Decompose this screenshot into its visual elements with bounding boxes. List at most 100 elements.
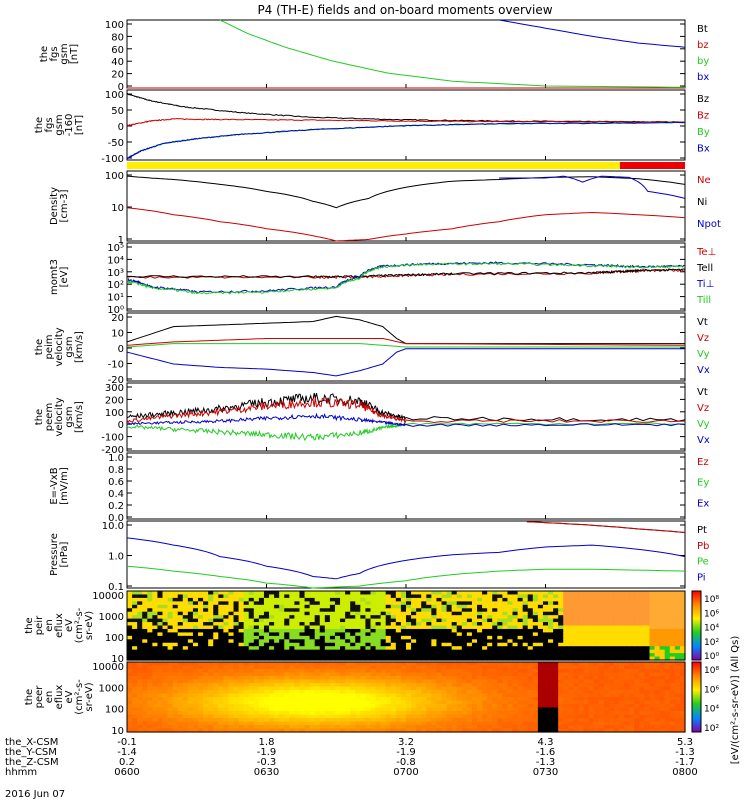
heatmap-cell xyxy=(334,649,341,654)
heatmap-cell xyxy=(203,662,209,667)
heatmap-cell xyxy=(583,669,590,674)
heatmap-cell xyxy=(634,714,640,719)
heatmap-cell xyxy=(177,728,184,733)
heatmap-cell xyxy=(461,591,468,596)
heatmap-cell xyxy=(532,714,539,719)
heatmap-cell xyxy=(395,601,402,606)
heatmap-cell xyxy=(563,632,569,637)
heatmap-cell xyxy=(218,718,224,723)
heatmap-cell xyxy=(456,628,463,633)
heatmap-cell xyxy=(304,672,311,677)
heatmap-cell xyxy=(644,597,651,602)
heatmap-cell xyxy=(451,665,458,670)
heatmap-cell xyxy=(334,686,341,691)
heatmap-cell xyxy=(152,711,159,716)
heatmap-cell xyxy=(380,642,387,647)
heatmap-cell xyxy=(487,653,493,658)
heatmap-cell xyxy=(456,672,463,677)
heatmap-cell xyxy=(502,690,509,695)
heatmap-cell xyxy=(258,714,265,719)
heatmap-cell xyxy=(624,721,630,726)
heatmap-cell xyxy=(263,625,270,630)
heatmap-cell xyxy=(142,594,148,599)
heatmap-cell xyxy=(279,656,285,661)
heatmap-cell xyxy=(147,611,153,616)
heatmap-cell xyxy=(522,679,529,684)
heatmap-cell xyxy=(639,646,646,651)
heatmap-cell xyxy=(613,697,620,702)
heatmap-cell xyxy=(223,653,230,658)
heatmap-cell xyxy=(446,618,453,623)
heatmap-cell xyxy=(223,628,230,633)
heatmap-cell xyxy=(426,693,432,698)
heatmap-cell xyxy=(451,676,458,681)
heatmap-cell xyxy=(436,714,443,719)
heatmap-cell xyxy=(345,721,351,726)
heatmap-cell xyxy=(208,662,214,667)
legend-Vy: Vy xyxy=(697,419,710,430)
heatmap-cell xyxy=(243,707,250,712)
heatmap-cell xyxy=(568,693,574,698)
heatmap-cell xyxy=(482,725,488,730)
heatmap-cell xyxy=(634,679,640,684)
heatmap-cell xyxy=(507,725,514,730)
heatmap-cell xyxy=(192,693,199,698)
heatmap-cell xyxy=(258,665,265,670)
heatmap-cell xyxy=(446,635,453,640)
heatmap-cell xyxy=(172,594,179,599)
heatmap-cell xyxy=(385,721,392,726)
heatmap-cell xyxy=(608,615,615,620)
heatmap-cell xyxy=(421,594,427,599)
heatmap-cell xyxy=(583,649,590,654)
heatmap-cell xyxy=(421,669,427,674)
series-line-Vy xyxy=(126,343,685,348)
heatmap-cell xyxy=(588,725,595,730)
heatmap-cell xyxy=(619,597,625,602)
heatmap-cell xyxy=(258,649,265,654)
heatmap-cell xyxy=(619,690,625,695)
heatmap-cell xyxy=(187,672,194,677)
heatmap-cell xyxy=(492,601,498,606)
heatmap-cell xyxy=(223,608,230,613)
heatmap-cell xyxy=(324,697,331,702)
heatmap-cell xyxy=(284,591,290,596)
heatmap-cell xyxy=(233,665,240,670)
heatmap-cell xyxy=(548,693,554,698)
heatmap-cell xyxy=(487,649,493,654)
heatmap-cell xyxy=(664,649,671,654)
heatmap-cell xyxy=(603,662,610,667)
heatmap-cell xyxy=(360,693,367,698)
heatmap-cell xyxy=(456,597,463,602)
heatmap-cell xyxy=(634,604,640,609)
heatmap-cell xyxy=(512,656,519,661)
heatmap-cell xyxy=(431,679,438,684)
heatmap-cell xyxy=(542,700,549,705)
heatmap-cell xyxy=(263,697,270,702)
heatmap-cell xyxy=(634,725,640,730)
heatmap-cell xyxy=(563,656,569,661)
heatmap-cell xyxy=(411,669,417,674)
heatmap-cell xyxy=(350,622,356,627)
heatmap-cell xyxy=(634,642,640,647)
heatmap-cell xyxy=(573,635,580,640)
heatmap-cell xyxy=(345,665,351,670)
heatmap-cell xyxy=(411,632,417,637)
heatmap-cell xyxy=(132,653,138,658)
heatmap-cell xyxy=(451,635,458,640)
heatmap-cell xyxy=(340,656,346,661)
heatmap-cell xyxy=(558,594,564,599)
heatmap-cell xyxy=(563,601,569,606)
heatmap-cell xyxy=(248,635,255,640)
heatmap-cell xyxy=(603,591,610,596)
heatmap-cell xyxy=(340,615,346,620)
heatmap-cell xyxy=(603,611,610,616)
heatmap-cell xyxy=(248,639,255,644)
heatmap-cell xyxy=(370,639,377,644)
heatmap-cell xyxy=(289,635,295,640)
heatmap-cell xyxy=(461,597,468,602)
heatmap-cell xyxy=(147,669,153,674)
heatmap-cell xyxy=(309,632,316,637)
heatmap-cell xyxy=(634,611,640,616)
heatmap-cell xyxy=(329,625,336,630)
heatmap-cell xyxy=(674,615,681,620)
